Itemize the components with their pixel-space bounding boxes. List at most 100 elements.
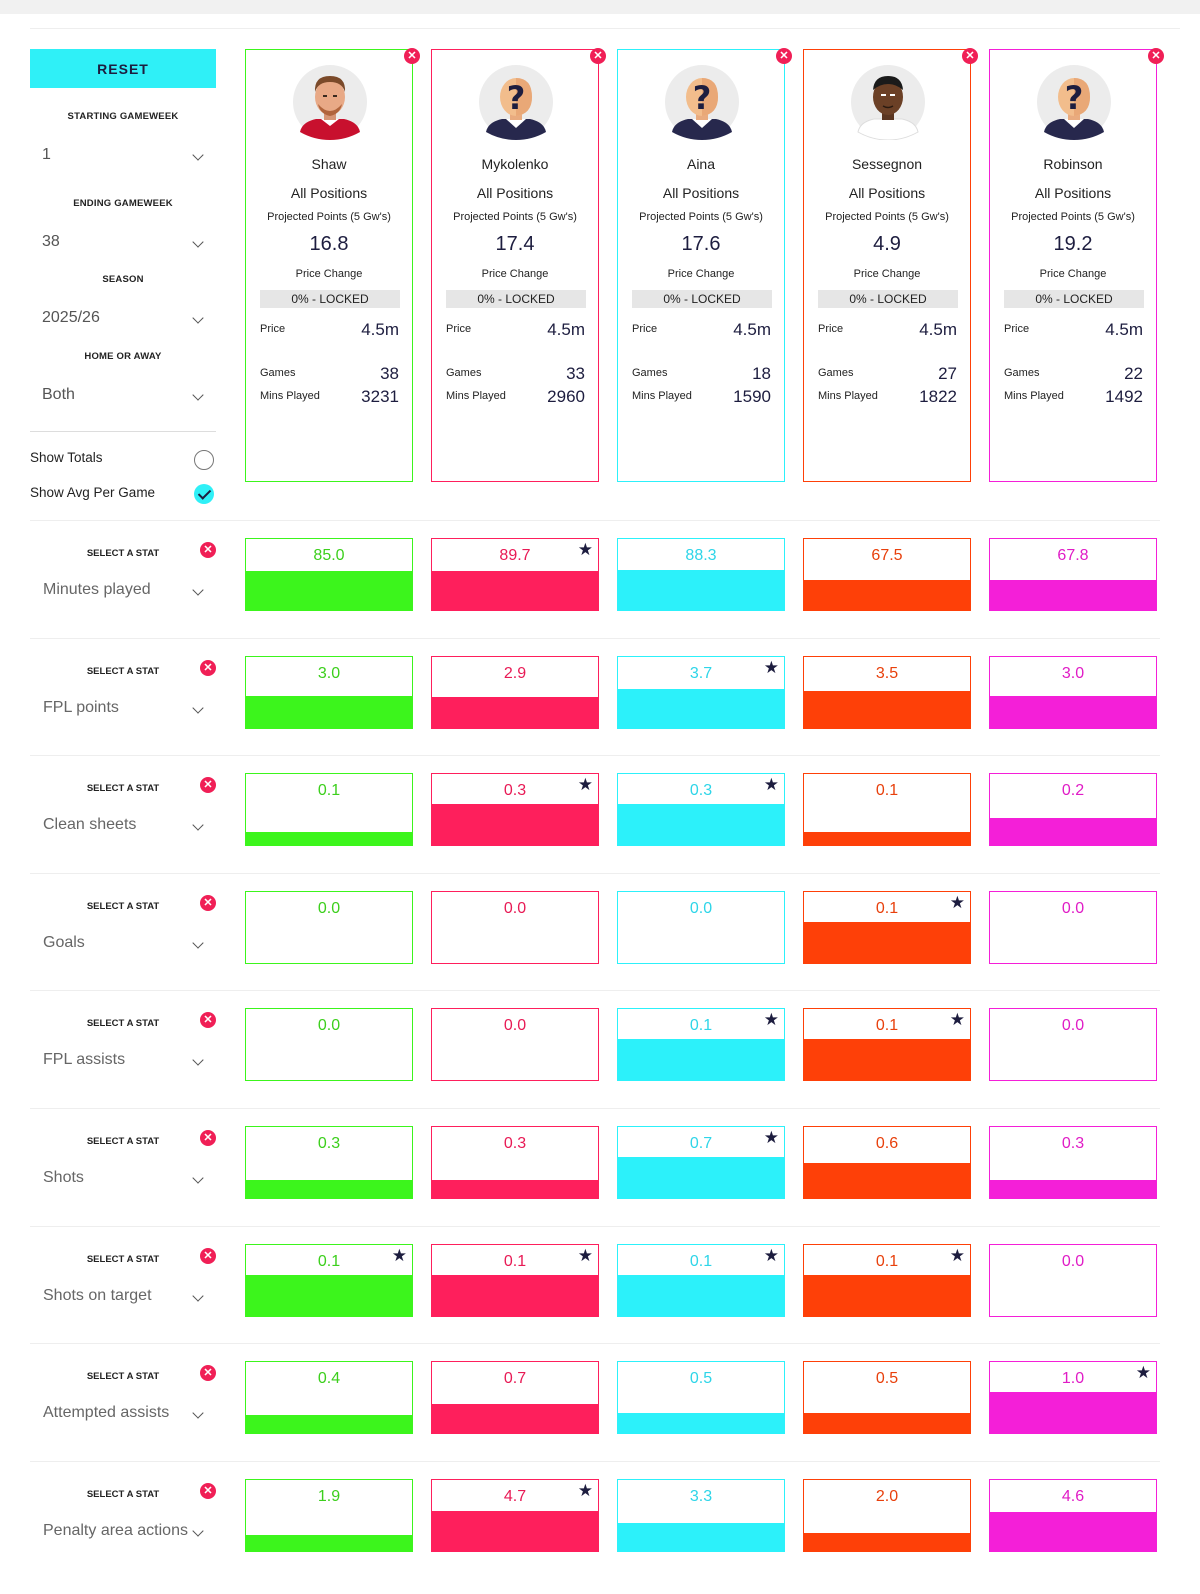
- stat-value: 0.3: [503, 782, 527, 800]
- remove-stat-button[interactable]: ✕: [200, 1012, 216, 1029]
- stat-value-box: 0.0: [989, 1008, 1157, 1082]
- stat-value: 0.2: [1061, 782, 1085, 800]
- stat-value: 0.1: [875, 782, 899, 800]
- row-divider: [30, 1225, 1160, 1227]
- stat-select[interactable]: FPL points: [30, 699, 216, 723]
- stat-select[interactable]: Penalty area actions: [30, 1522, 216, 1546]
- stat-select[interactable]: Shots: [30, 1169, 216, 1193]
- stat-bar-fill: [804, 832, 970, 846]
- stat-value: 0.1: [317, 782, 341, 800]
- chevron-down-icon: [192, 1289, 204, 1302]
- starting-gameweek-select[interactable]: 1: [30, 140, 216, 172]
- show-totals-radio[interactable]: [194, 450, 214, 470]
- stat-bar-fill: [990, 818, 1156, 846]
- stat-value-box: 0.1 ★: [617, 1243, 785, 1317]
- projected-points-label: Projected Points (5 Gw's): [453, 211, 577, 223]
- stat-value-box: 0.5: [803, 1361, 971, 1435]
- stat-value-box: 0.0: [245, 1008, 413, 1082]
- stat-bar-fill: [618, 1039, 784, 1081]
- price-change-label: Price Change: [1039, 268, 1107, 280]
- projected-points-value: 17.6: [681, 233, 721, 255]
- remove-player-button[interactable]: ✕: [1148, 48, 1164, 64]
- stat-select[interactable]: Minutes played: [30, 581, 216, 605]
- select-stat-label: SELECT A STAT: [86, 1136, 160, 1147]
- stat-select-value: Shots: [43, 1169, 84, 1186]
- stat-value: 0.0: [503, 899, 527, 917]
- home-away-select[interactable]: Both: [30, 380, 216, 412]
- remove-stat-button[interactable]: ✕: [200, 1482, 216, 1499]
- player-name: Robinson: [1043, 156, 1103, 172]
- games-label: Games: [1004, 367, 1040, 379]
- top-bar: [0, 0, 1200, 14]
- star-icon: ★: [577, 775, 593, 795]
- stat-value-box: 0.1 ★: [617, 1008, 785, 1082]
- stat-select[interactable]: FPL assists: [30, 1051, 216, 1075]
- stat-bar-fill: [804, 1039, 970, 1081]
- show-avg-radio[interactable]: [194, 484, 214, 504]
- star-icon: ★: [391, 1245, 407, 1265]
- remove-player-button[interactable]: ✕: [962, 48, 978, 64]
- stat-value-box: 88.3: [617, 538, 785, 611]
- projected-points-value: 16.8: [309, 233, 349, 255]
- stat-value-box: 67.5: [803, 538, 971, 611]
- price-change-label: Price Change: [481, 268, 549, 280]
- remove-stat-button[interactable]: ✕: [200, 1247, 216, 1264]
- svg-text:?: ?: [693, 79, 712, 117]
- mins-played-value: 3231: [361, 387, 399, 406]
- projected-points-value: 17.4: [495, 233, 535, 255]
- select-stat-label: SELECT A STAT: [86, 783, 160, 795]
- stat-bar-fill: [618, 1413, 784, 1434]
- stat-select[interactable]: Goals: [30, 934, 216, 958]
- ending-gameweek-select[interactable]: 38: [30, 227, 216, 259]
- price-value: 4.5m: [733, 320, 771, 339]
- stat-select[interactable]: Shots on target: [30, 1287, 216, 1311]
- remove-stat-button[interactable]: ✕: [200, 894, 216, 911]
- row-divider: [30, 637, 1160, 639]
- stat-select[interactable]: Attempted assists: [30, 1404, 216, 1428]
- remove-player-button[interactable]: ✕: [590, 48, 606, 64]
- row-divider: [30, 520, 1160, 521]
- stat-bar-fill: [246, 1274, 412, 1316]
- stat-value-box: 0.3: [245, 1126, 413, 1199]
- stat-bar-fill: [804, 580, 970, 610]
- stat-value: 0.7: [503, 1370, 527, 1388]
- stat-value: 3.0: [1061, 664, 1085, 682]
- price-label: Price: [1004, 323, 1030, 335]
- games-label: Games: [260, 367, 296, 379]
- remove-stat-button[interactable]: ✕: [200, 659, 216, 676]
- remove-stat-button[interactable]: ✕: [200, 542, 216, 558]
- mins-played-label: Mins Played: [260, 390, 320, 402]
- player-name: Mykolenko: [481, 156, 549, 172]
- stat-value-box: 0.1: [803, 773, 971, 847]
- reset-button[interactable]: RESET: [30, 49, 216, 88]
- player-position: All Positions: [476, 185, 554, 201]
- stat-value: 3.0: [317, 664, 341, 682]
- projected-points-label: Projected Points (5 Gw's): [267, 211, 391, 223]
- remove-stat-button[interactable]: ✕: [200, 1130, 216, 1146]
- remove-stat-button[interactable]: ✕: [200, 1365, 216, 1382]
- stat-bar-fill: [432, 696, 598, 728]
- stat-value: 0.1: [689, 1017, 713, 1035]
- remove-player-button[interactable]: ✕: [404, 48, 420, 64]
- select-stat-label: SELECT A STAT: [86, 1371, 160, 1383]
- select-stat-label: SELECT A STAT: [86, 1488, 160, 1500]
- stat-bar-fill: [804, 1163, 970, 1198]
- games-value: 33: [566, 364, 585, 383]
- chevron-down-icon: [192, 1172, 204, 1184]
- stat-value-box: 0.0: [989, 1243, 1157, 1317]
- player-name: Aina: [686, 156, 716, 172]
- stat-value: 3.7: [689, 664, 713, 682]
- stat-select[interactable]: Clean sheets: [30, 816, 216, 840]
- season-label: SEASON: [102, 274, 144, 285]
- stat-value: 0.0: [689, 899, 713, 917]
- projected-points-label: Projected Points (5 Gw's): [639, 211, 763, 223]
- row-divider: [30, 1343, 1160, 1345]
- stat-value: 3.5: [875, 664, 899, 682]
- stat-bar-fill: [990, 1392, 1156, 1434]
- season-select[interactable]: 2025/26: [30, 303, 216, 335]
- stat-bar-fill: [432, 571, 598, 610]
- stat-bar-fill: [246, 1180, 412, 1198]
- price-label: Price: [818, 323, 844, 335]
- remove-stat-button[interactable]: ✕: [200, 777, 216, 794]
- remove-player-button[interactable]: ✕: [776, 48, 792, 64]
